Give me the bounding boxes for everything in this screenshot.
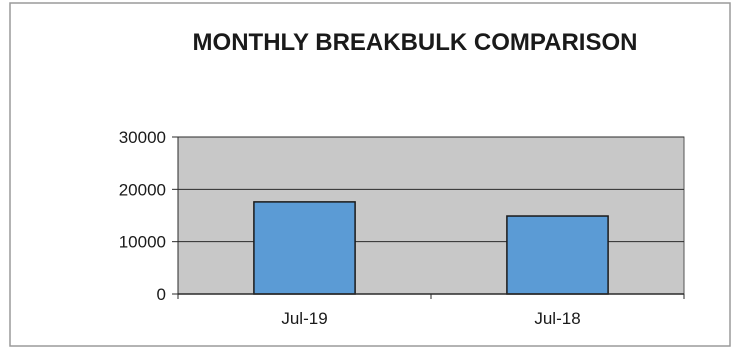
x-axis: Jul-19 Jul-18 [177, 293, 685, 328]
y-tick-label: 30000 [119, 128, 166, 147]
y-tick-label: 10000 [119, 233, 166, 252]
bar-jul-19 [253, 201, 356, 295]
y-tick-label: 20000 [119, 180, 166, 199]
y-axis: 0 10000 20000 30000 [119, 128, 179, 304]
y-tick-label: 0 [157, 285, 166, 304]
chart-title: MONTHLY BREAKBULK COMPARISON [193, 29, 638, 56]
bars [253, 201, 609, 295]
x-tick-label: Jul-18 [534, 309, 580, 328]
x-tick-label: Jul-19 [281, 309, 327, 328]
bar-jul-18 [506, 215, 609, 295]
